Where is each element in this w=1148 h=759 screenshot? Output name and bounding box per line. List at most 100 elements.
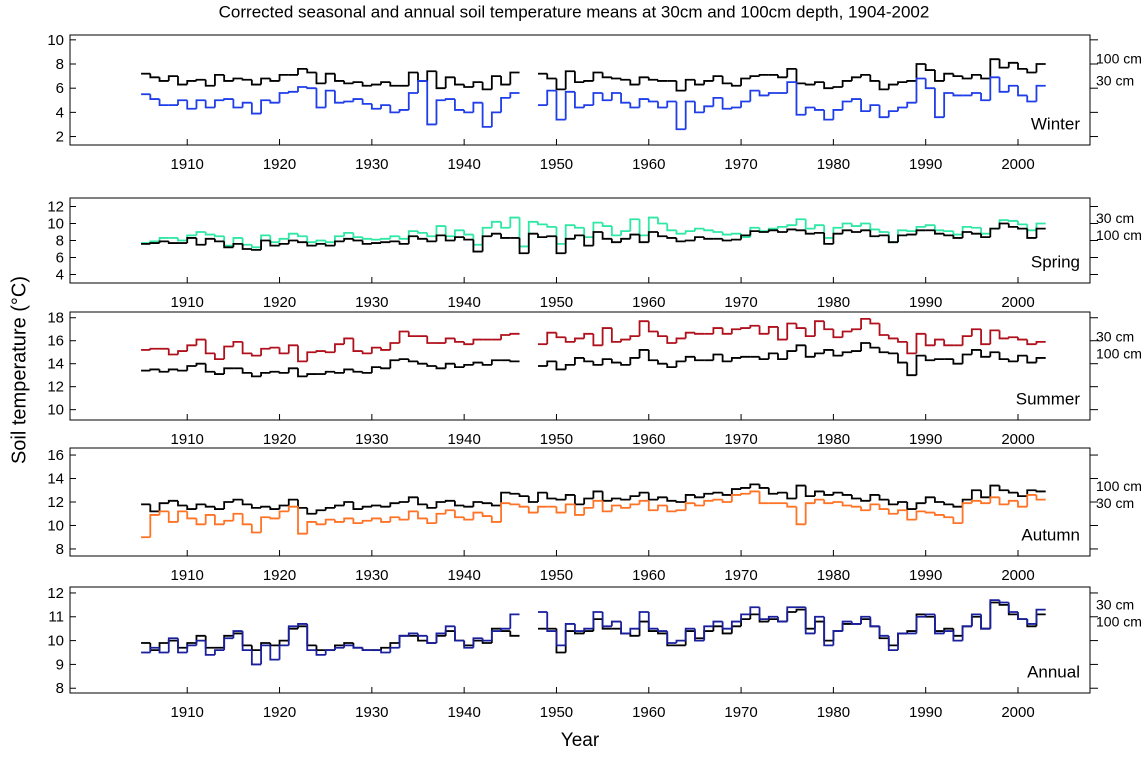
y-tick-label: 16 xyxy=(47,447,64,464)
step-segment xyxy=(343,237,354,242)
step-segment xyxy=(481,102,492,128)
step-segment xyxy=(223,241,234,249)
step-segment xyxy=(786,503,797,508)
legend-label: 100 cm xyxy=(1096,478,1142,494)
step-segment xyxy=(777,230,788,233)
x-tick-label: 2000 xyxy=(1001,156,1034,173)
step-segment xyxy=(832,232,843,244)
step-segment xyxy=(814,224,825,229)
step-segment xyxy=(444,625,455,634)
step-segment xyxy=(186,100,197,110)
step-segment xyxy=(490,516,502,523)
step-segment xyxy=(241,513,252,526)
step-segment xyxy=(426,70,437,81)
y-tick-label: 12 xyxy=(47,494,64,511)
step-segment xyxy=(869,503,880,511)
step-segment xyxy=(343,231,354,237)
step-segment xyxy=(297,345,308,363)
step-segment xyxy=(721,492,732,496)
step-segment xyxy=(721,76,732,85)
step-segment xyxy=(970,73,982,79)
step-segment xyxy=(924,224,935,227)
step-segment xyxy=(684,230,695,234)
step-segment xyxy=(297,368,308,378)
step-segment xyxy=(657,232,668,238)
step-segment xyxy=(444,98,455,101)
step-segment xyxy=(860,506,871,512)
x-tick-label: 1940 xyxy=(447,431,480,448)
step-segment xyxy=(250,102,262,115)
step-segment xyxy=(887,235,898,244)
step-segment xyxy=(324,351,335,354)
step-segment xyxy=(1035,494,1046,501)
step-segment xyxy=(952,517,963,525)
step-segment xyxy=(934,230,945,235)
step-segment xyxy=(204,514,215,525)
step-segment xyxy=(370,238,382,241)
step-segment xyxy=(232,340,243,347)
step-segment xyxy=(749,606,760,615)
step-segment xyxy=(241,78,252,81)
step-segment xyxy=(260,99,271,114)
step-segment xyxy=(777,74,788,79)
step-segment xyxy=(361,237,372,240)
step-segment xyxy=(583,235,594,247)
step-segment xyxy=(620,93,631,104)
step-segment xyxy=(620,230,631,236)
step-segment xyxy=(334,504,345,508)
step-segment xyxy=(500,221,511,229)
step-segment xyxy=(721,97,732,110)
step-segment xyxy=(906,341,917,355)
step-segment xyxy=(730,106,742,109)
step-segment xyxy=(647,99,658,103)
step-segment xyxy=(214,371,225,375)
step-segment xyxy=(666,223,677,232)
step-segment xyxy=(177,237,188,242)
step-segment xyxy=(869,74,880,82)
step-segment xyxy=(749,75,760,79)
step-segment xyxy=(472,637,483,648)
step-segment xyxy=(970,489,982,500)
step-segment xyxy=(943,339,954,347)
step-segment xyxy=(546,73,557,80)
x-tick-label: 1950 xyxy=(540,704,573,721)
step-segment xyxy=(887,110,898,118)
step-segment xyxy=(823,491,834,496)
step-segment xyxy=(601,93,612,102)
step-segment xyxy=(426,232,437,238)
step-segment xyxy=(417,236,428,240)
step-segment xyxy=(601,358,612,365)
step-segment xyxy=(998,600,1009,604)
step-segment xyxy=(472,81,483,87)
step-segment xyxy=(527,506,538,514)
step-segment xyxy=(278,237,289,243)
step-segment xyxy=(989,58,1000,79)
step-segment xyxy=(287,505,298,512)
step-segment xyxy=(924,496,935,504)
step-segment xyxy=(666,497,677,502)
step-segment xyxy=(407,92,418,110)
step-segment xyxy=(509,360,520,363)
step-segment xyxy=(832,630,843,646)
step-segment xyxy=(232,99,243,109)
step-segment xyxy=(260,505,271,508)
step-segment xyxy=(758,484,769,489)
step-segment xyxy=(804,502,815,525)
step-segment xyxy=(454,510,465,519)
step-segment xyxy=(804,345,815,358)
y-tick-label: 12 xyxy=(47,379,64,396)
step-segment xyxy=(952,231,963,236)
step-segment xyxy=(574,225,585,229)
step-segment xyxy=(454,236,465,241)
step-segment xyxy=(472,338,483,345)
step-segment xyxy=(758,491,769,505)
step-segment xyxy=(481,82,492,91)
step-segment xyxy=(509,216,520,228)
step-segment xyxy=(767,352,778,360)
step-segment xyxy=(204,100,215,109)
step-segment xyxy=(952,73,963,77)
step-segment xyxy=(998,497,1009,506)
step-segment xyxy=(315,350,326,353)
step-segment xyxy=(629,357,640,365)
step-segment xyxy=(721,621,732,630)
